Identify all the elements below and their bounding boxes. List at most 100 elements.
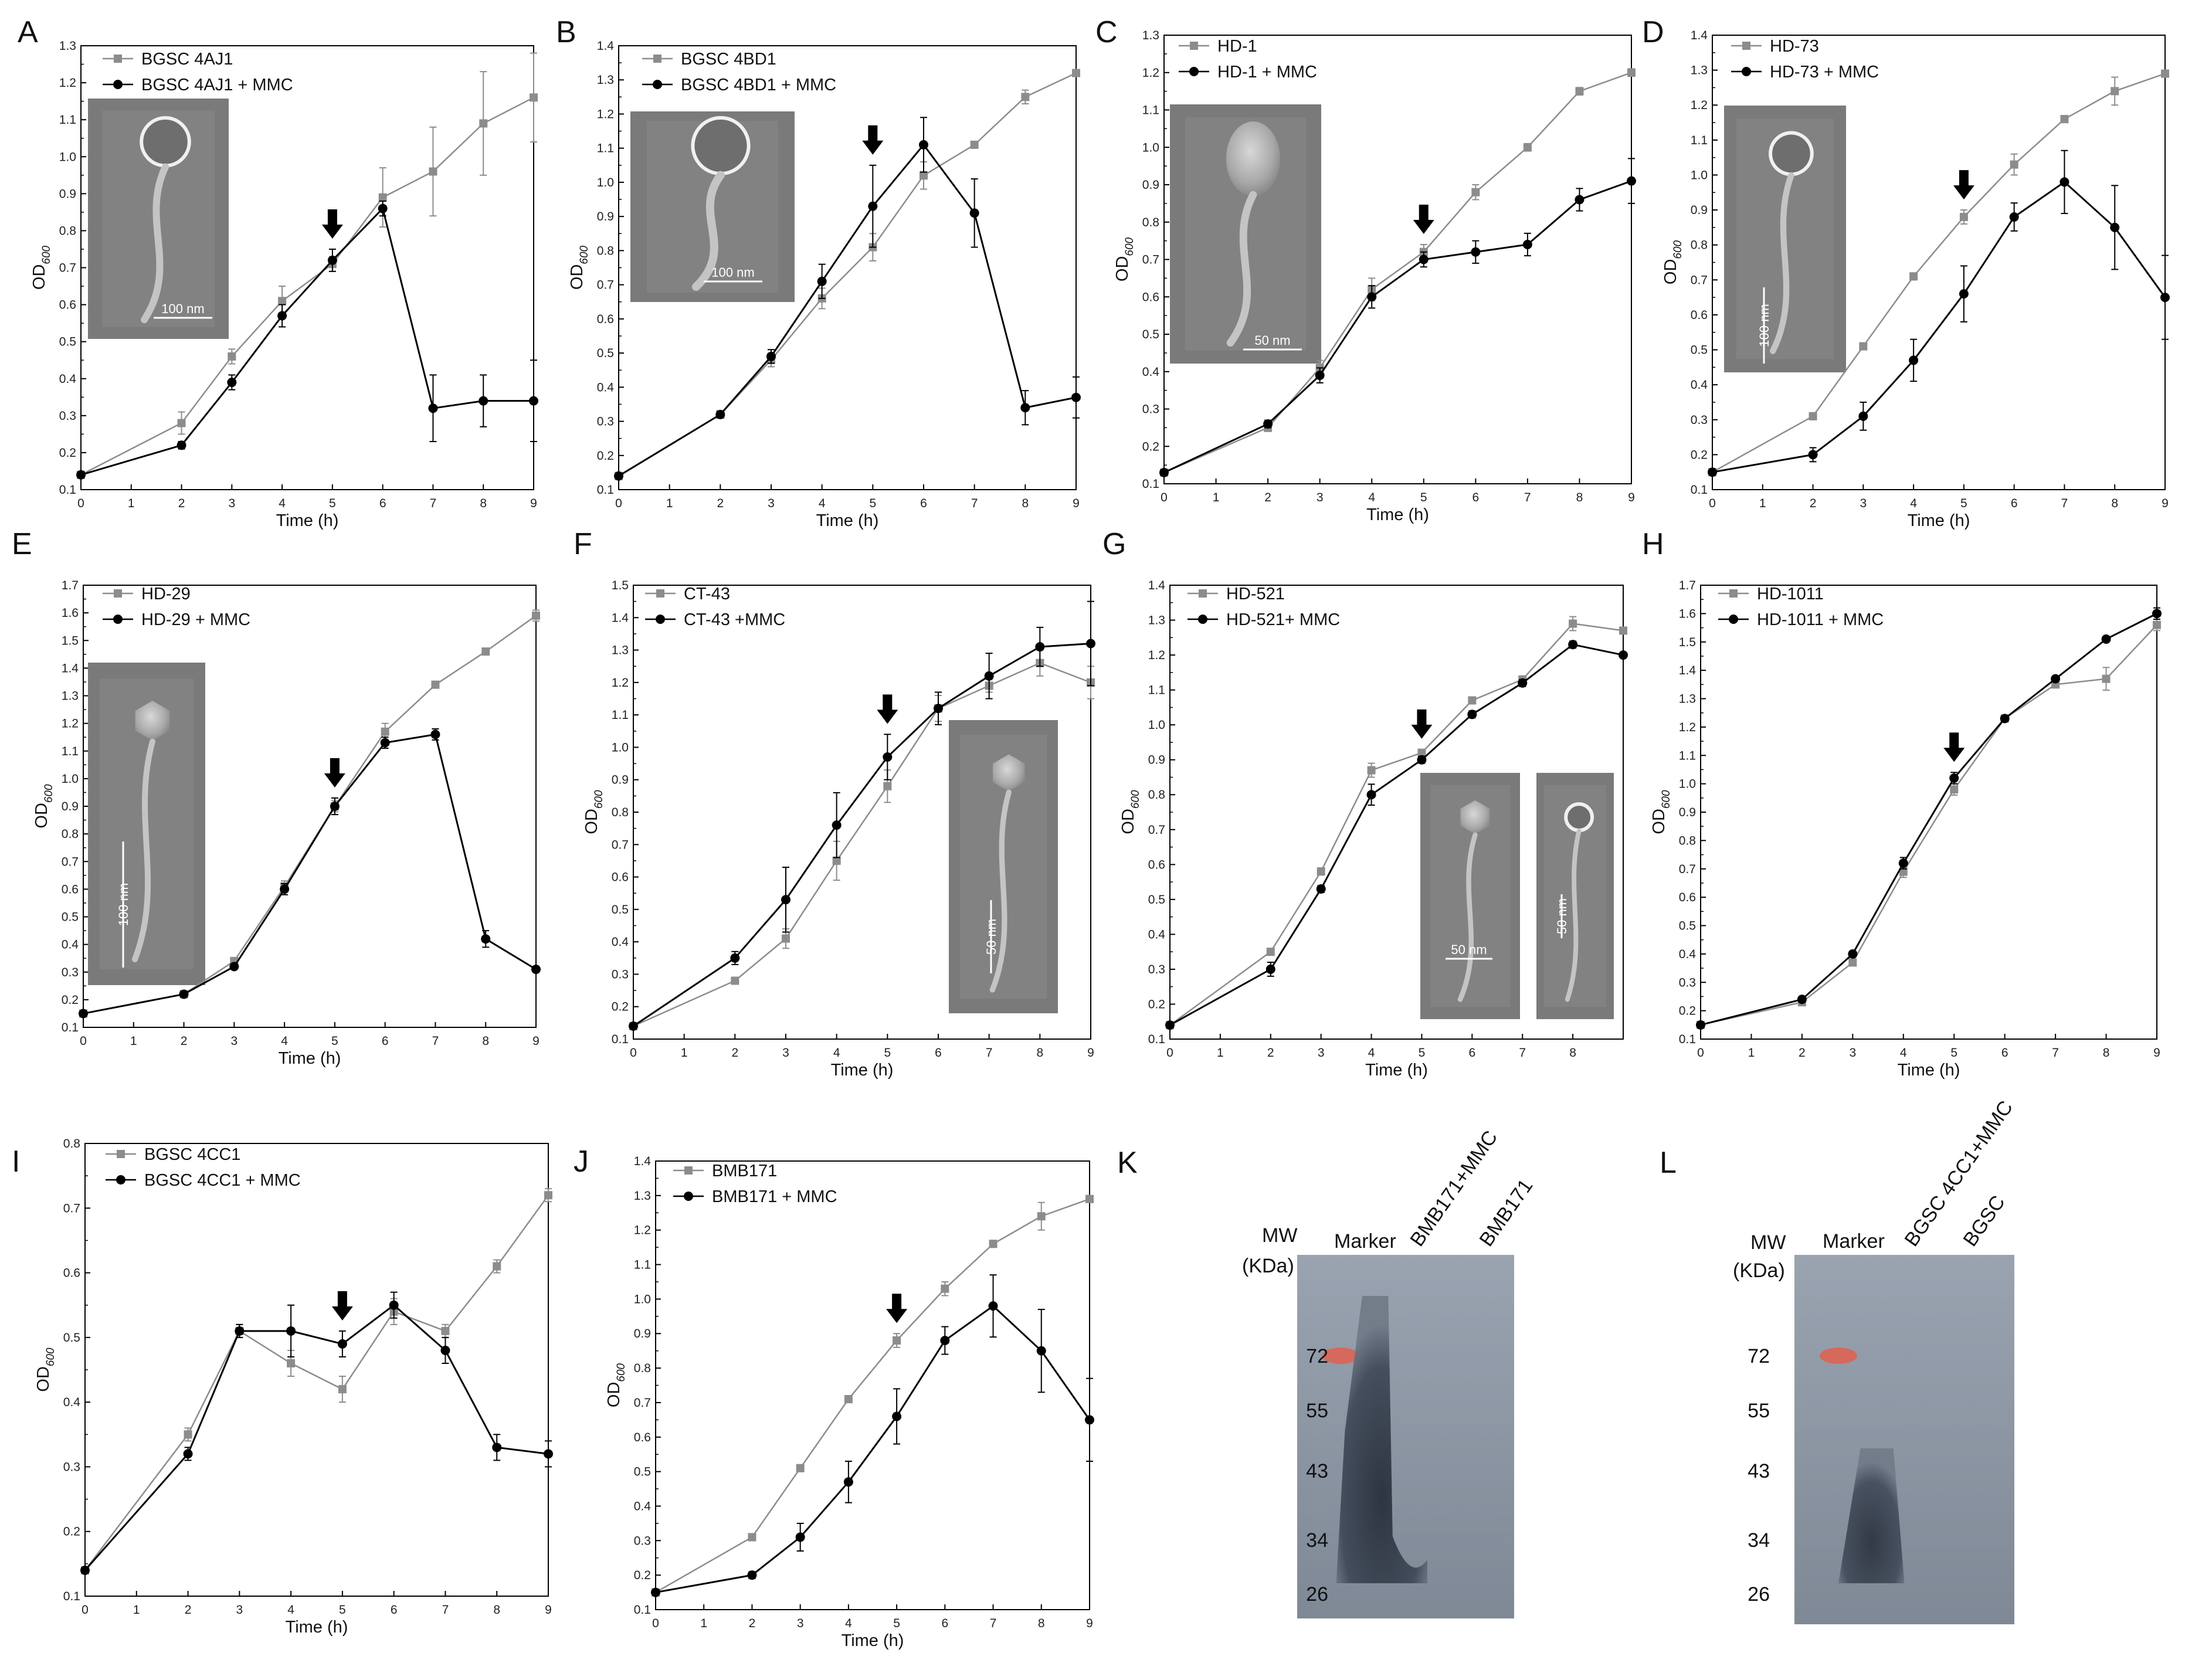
y-tick-label: 0.8 (62, 827, 79, 841)
chart-panel-h: H 0.1 0.2 0.3 0.4 0.5 0.6 0.7 0.8 0.9 1.0 1.1 1.2 1.3… (1642, 527, 2162, 1080)
legend-marker (684, 1192, 693, 1201)
data-point (1523, 143, 1532, 152)
data-point (1808, 450, 1818, 460)
x-tick-label: 1 (128, 497, 135, 510)
lane-label: BGSC (1959, 1192, 2009, 1251)
phage-tail (1565, 829, 1582, 1002)
y-tick-label: 1.1 (1679, 749, 1696, 762)
x-tick-label: 2 (731, 1046, 738, 1060)
y-axis-title-text: OD600 (605, 1363, 627, 1407)
data-point (614, 471, 623, 481)
x-tick-label: 0 (1697, 1046, 1704, 1060)
data-point (337, 1339, 347, 1349)
lane-label: Marker (1823, 1230, 1885, 1253)
data-point (2153, 620, 2161, 629)
data-point (2060, 115, 2069, 124)
y-tick-label: 1.0 (1148, 718, 1165, 732)
x-tick-label: 7 (1519, 1046, 1526, 1060)
data-point (380, 738, 390, 748)
data-point (2101, 634, 2111, 644)
series-mmc (76, 200, 538, 480)
y-tick-label: 1.4 (1679, 664, 1697, 677)
data-point (481, 647, 490, 656)
data-point (1950, 785, 1959, 794)
y-tick-label: 1.0 (634, 1292, 651, 1306)
y-tick-label: 0.2 (597, 449, 614, 463)
y-axis-title: OD600 (582, 790, 605, 834)
scale-bar-label: 50 nm (984, 919, 999, 955)
data-point (2160, 293, 2170, 303)
y-axis-title-sub: 600 (615, 1363, 627, 1382)
x-tick-label: 4 (833, 1046, 840, 1060)
y-axis-title-main: OD (605, 1382, 623, 1408)
mw-unit-label: (KDa) (1242, 1255, 1294, 1277)
x-tick-label: 9 (545, 1603, 552, 1617)
data-point (389, 1300, 399, 1310)
data-point (817, 276, 827, 286)
data-point (80, 1565, 90, 1575)
legend-marker (114, 55, 122, 63)
data-point (1899, 867, 1908, 876)
chart-panel-j: J 0.1 0.2 0.3 0.4 0.5 0.6 0.7 0.8 0.9 1.0 1.1 1.2 1.3… (574, 1145, 1094, 1650)
data-point (378, 203, 388, 213)
mmc-addition-arrow (877, 694, 898, 724)
y-tick-label: 1.1 (62, 745, 79, 758)
series-control (652, 1194, 1094, 1597)
y-tick-label: 0.1 (597, 483, 614, 497)
y-tick-label: 0.1 (59, 483, 76, 497)
legend-label: CT-43 +MMC (684, 610, 785, 629)
panel-letter: E (12, 527, 32, 561)
x-tick-label: 1 (1748, 1046, 1755, 1060)
y-tick-label: 0.4 (1148, 928, 1166, 941)
y-tick-label: 0.6 (634, 1431, 651, 1444)
x-tick-label: 7 (430, 497, 437, 510)
y-tick-label: 1.4 (1691, 29, 1708, 42)
data-point (2152, 609, 2162, 619)
y-tick-label: 0.4 (1679, 948, 1697, 961)
data-point (782, 934, 790, 943)
legend-label: HD-29 + MMC (141, 610, 250, 629)
y-tick-label: 1.0 (612, 741, 629, 754)
legend-marker (656, 589, 664, 598)
x-tick-label: 6 (935, 1046, 942, 1060)
legend-marker (1190, 42, 1198, 50)
y-tick-label: 0.7 (634, 1396, 651, 1410)
data-point (440, 1345, 450, 1355)
marker-band (1820, 1348, 1857, 1364)
y-tick-label: 0.2 (1679, 1004, 1696, 1018)
series-mmc (80, 1291, 553, 1575)
x-axis-title: Time (h) (1366, 505, 1429, 524)
x-tick-label: 0 (1166, 1046, 1173, 1060)
x-tick-label: 9 (532, 1034, 540, 1048)
x-tick-label: 9 (1087, 1046, 1094, 1060)
y-axis-title-main: OD (1650, 809, 1668, 834)
data-point (1568, 640, 1578, 650)
data-point (1086, 639, 1095, 649)
y-axis-title-main: OD (582, 809, 601, 834)
panel-letter: I (12, 1145, 20, 1179)
legend-label: HD-1011 (1757, 585, 1824, 603)
y-tick-label: 0.6 (1142, 290, 1159, 304)
y-tick-label: 0.8 (59, 224, 76, 237)
y-tick-label: 0.3 (59, 409, 76, 423)
mw-tick-label: 34 (1748, 1529, 1770, 1552)
y-tick-label: 1.5 (1679, 636, 1696, 649)
data-point (1797, 995, 1807, 1004)
data-point (1909, 272, 1918, 281)
y-axis-title-text: OD600 (32, 784, 55, 829)
phage-capsid (691, 116, 751, 176)
x-tick-label: 5 (1960, 497, 1967, 510)
data-point (1085, 1194, 1094, 1203)
y-axis-title-sub: 600 (1129, 790, 1142, 809)
y-tick-label: 1.0 (1691, 168, 1708, 182)
x-tick-label: 3 (1849, 1046, 1856, 1060)
x-tick-label: 7 (2052, 1046, 2059, 1060)
x-tick-label: 9 (1086, 1617, 1093, 1630)
data-point (430, 729, 440, 739)
x-tick-label: 6 (382, 1034, 389, 1048)
data-point (1159, 467, 1169, 477)
legend-marker (1742, 42, 1750, 50)
phage-capsid (1769, 131, 1814, 177)
y-tick-label: 0.6 (62, 883, 79, 896)
sample-smear (1336, 1296, 1427, 1583)
